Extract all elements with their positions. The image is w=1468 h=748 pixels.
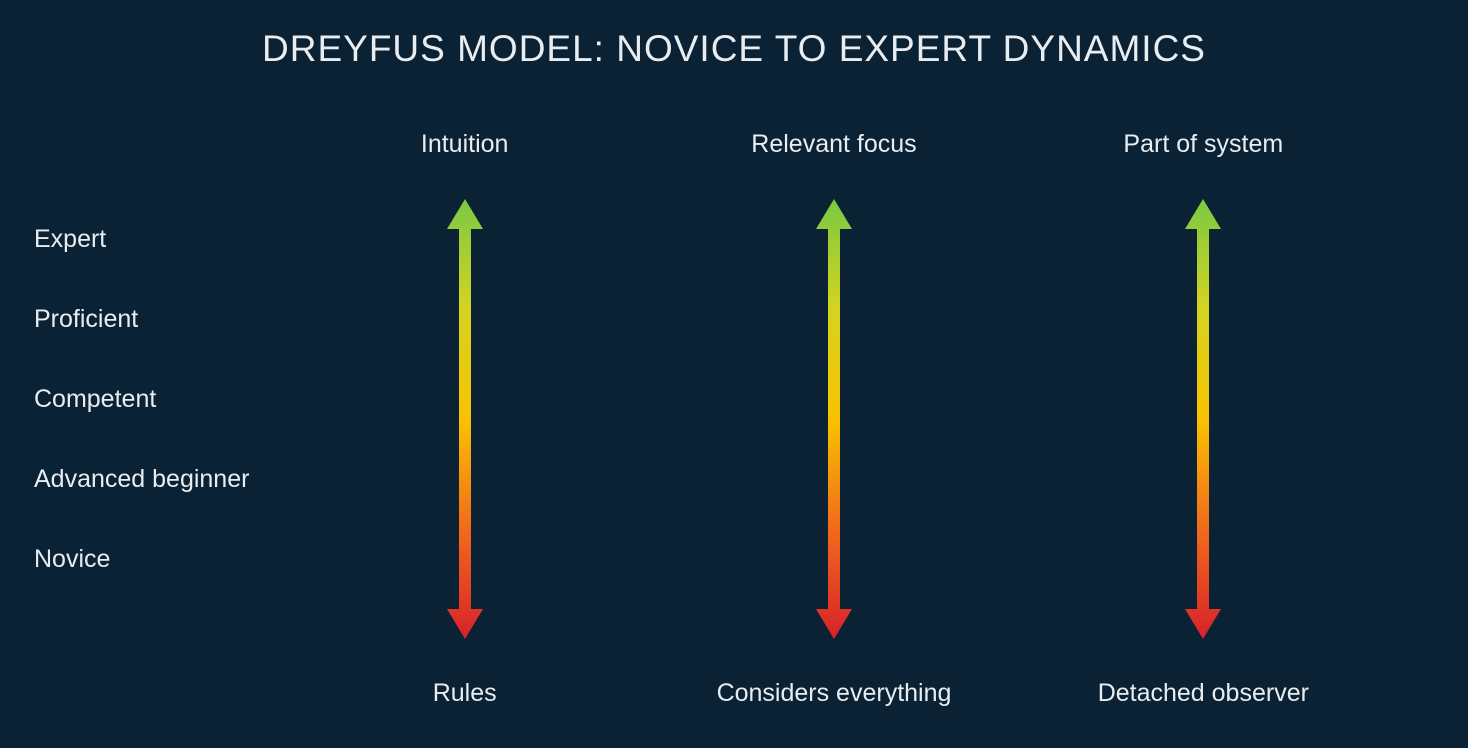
level-competent: Competent — [34, 385, 249, 414]
level-novice: Novice — [34, 545, 249, 574]
col3-top-label: Part of system — [1123, 130, 1283, 159]
col3-bottom-label: Detached observer — [1098, 679, 1309, 708]
col2-bottom-label: Considers everything — [717, 679, 952, 708]
page-title: DREYFUS MODEL: NOVICE TO EXPERT DYNAMICS — [0, 28, 1468, 70]
col1-arrow — [447, 173, 483, 665]
level-advanced-beginner: Advanced beginner — [34, 465, 249, 494]
col2-top-label: Relevant focus — [751, 130, 916, 159]
column-3: Part of system Detached observer — [1053, 130, 1353, 708]
level-expert: Expert — [34, 225, 249, 254]
col2-arrow — [816, 173, 852, 665]
column-1: Intuition Rules — [315, 130, 615, 708]
levels-list: Expert Proficient Competent Advanced beg… — [34, 225, 249, 574]
columns-container: Intuition Rules Relevant focus Considers… — [280, 130, 1388, 708]
col1-top-label: Intuition — [421, 130, 509, 159]
col1-bottom-label: Rules — [433, 679, 497, 708]
level-proficient: Proficient — [34, 305, 249, 334]
column-2: Relevant focus Considers everything — [684, 130, 984, 708]
col3-arrow — [1185, 173, 1221, 665]
